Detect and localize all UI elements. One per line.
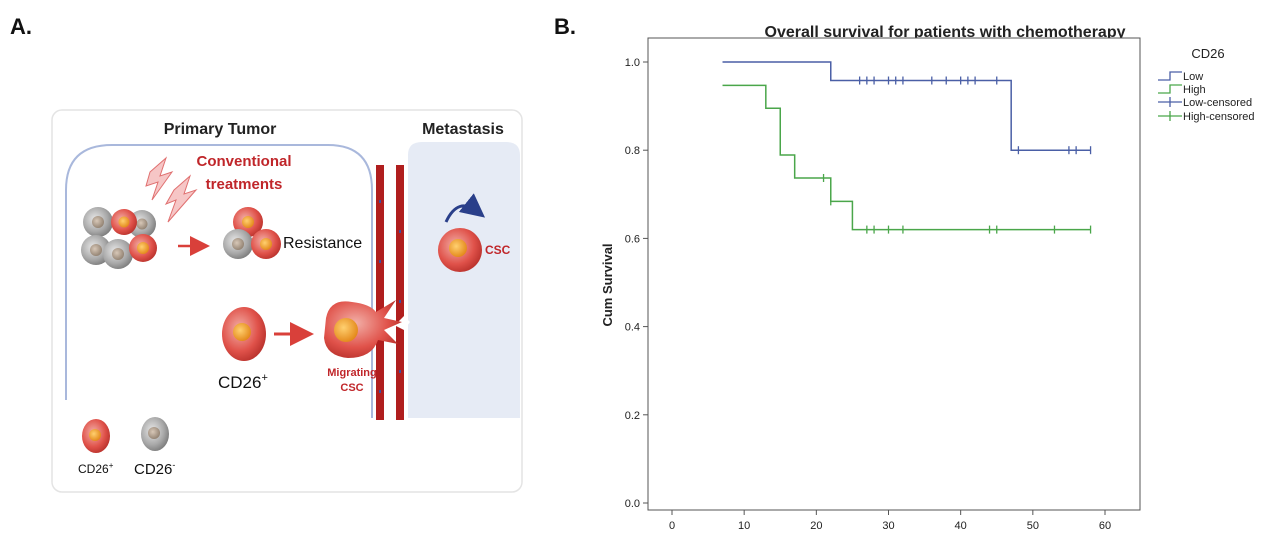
migrating-csc-label-line1: Migrating: [327, 367, 377, 379]
conventional-treatments-label-line1: Conventional: [196, 153, 291, 170]
self-renewal-arrow-icon: [444, 193, 486, 223]
y-tick-label: 0.6: [625, 233, 640, 245]
legend-label-low: Low: [1183, 71, 1203, 83]
y-axis-label: Cum Survival: [600, 243, 615, 326]
metastasis-heading: Metastasis: [422, 121, 504, 138]
x-tick-label: 0: [669, 520, 675, 532]
legend-swatch-low: [1158, 71, 1182, 81]
primary-tumor-outline: [65, 144, 373, 418]
x-tick-label: 50: [1027, 520, 1039, 532]
csc-cell: [438, 228, 482, 272]
legend-title: CD26: [1191, 46, 1224, 61]
resistance-label: Resistance: [283, 235, 362, 252]
tumor-cell-cluster: [81, 207, 157, 269]
legend-swatch-high: [1158, 84, 1182, 94]
y-tick-label: 1.0: [625, 57, 640, 69]
cd26-positive-label: CD26+: [218, 372, 268, 392]
conventional-treatments-label-line2: treatments: [206, 176, 283, 193]
diagram-frame: [51, 109, 523, 493]
legend-cd26-negative-label: CD26-: [134, 460, 175, 478]
csc-label: CSC: [485, 243, 511, 257]
legend-cd26-positive-label: CD26+: [78, 461, 114, 476]
x-tick-label: 60: [1099, 520, 1111, 532]
plot-area: [647, 37, 1141, 511]
series-line-high: [722, 84, 1091, 231]
panel-a-label: A.: [10, 14, 32, 39]
legend-label-high-censored: High-censored: [1183, 111, 1255, 123]
migrating-csc-label-line2: CSC: [340, 382, 363, 394]
lightning-icon: [145, 156, 198, 223]
resistant-cells: [223, 207, 281, 259]
x-tick-label: 20: [810, 520, 822, 532]
legend-label-high: High: [1183, 84, 1206, 96]
y-tick-label: 0.4: [625, 322, 640, 334]
series-line-low: [722, 61, 1091, 151]
cd26-positive-cell: [222, 307, 266, 361]
legend-label-low-censored: Low-censored: [1183, 97, 1252, 109]
x-tick-label: 40: [955, 520, 967, 532]
primary-tumor-heading: Primary Tumor: [164, 121, 277, 138]
legend-cd26-negative-cell: [141, 417, 169, 451]
y-tick-label: 0.0: [625, 498, 640, 510]
y-tick-label: 0.8: [625, 145, 640, 157]
x-tick-label: 10: [738, 520, 750, 532]
x-tick-label: 30: [882, 520, 894, 532]
panel-b-label: B.: [554, 14, 576, 39]
legend-cd26-positive-cell: [82, 419, 110, 453]
migrating-csc-cell: [324, 300, 402, 358]
chart-title: Overall survival for patients with chemo…: [765, 24, 1126, 41]
panel-a-diagram: Primary Tumor Metastasis Conventional tr…: [51, 109, 523, 493]
metastasis-region: [408, 142, 520, 418]
y-tick-label: 0.2: [625, 410, 640, 422]
survival-chart: Overall survival for patients with chemo…: [600, 24, 1255, 532]
